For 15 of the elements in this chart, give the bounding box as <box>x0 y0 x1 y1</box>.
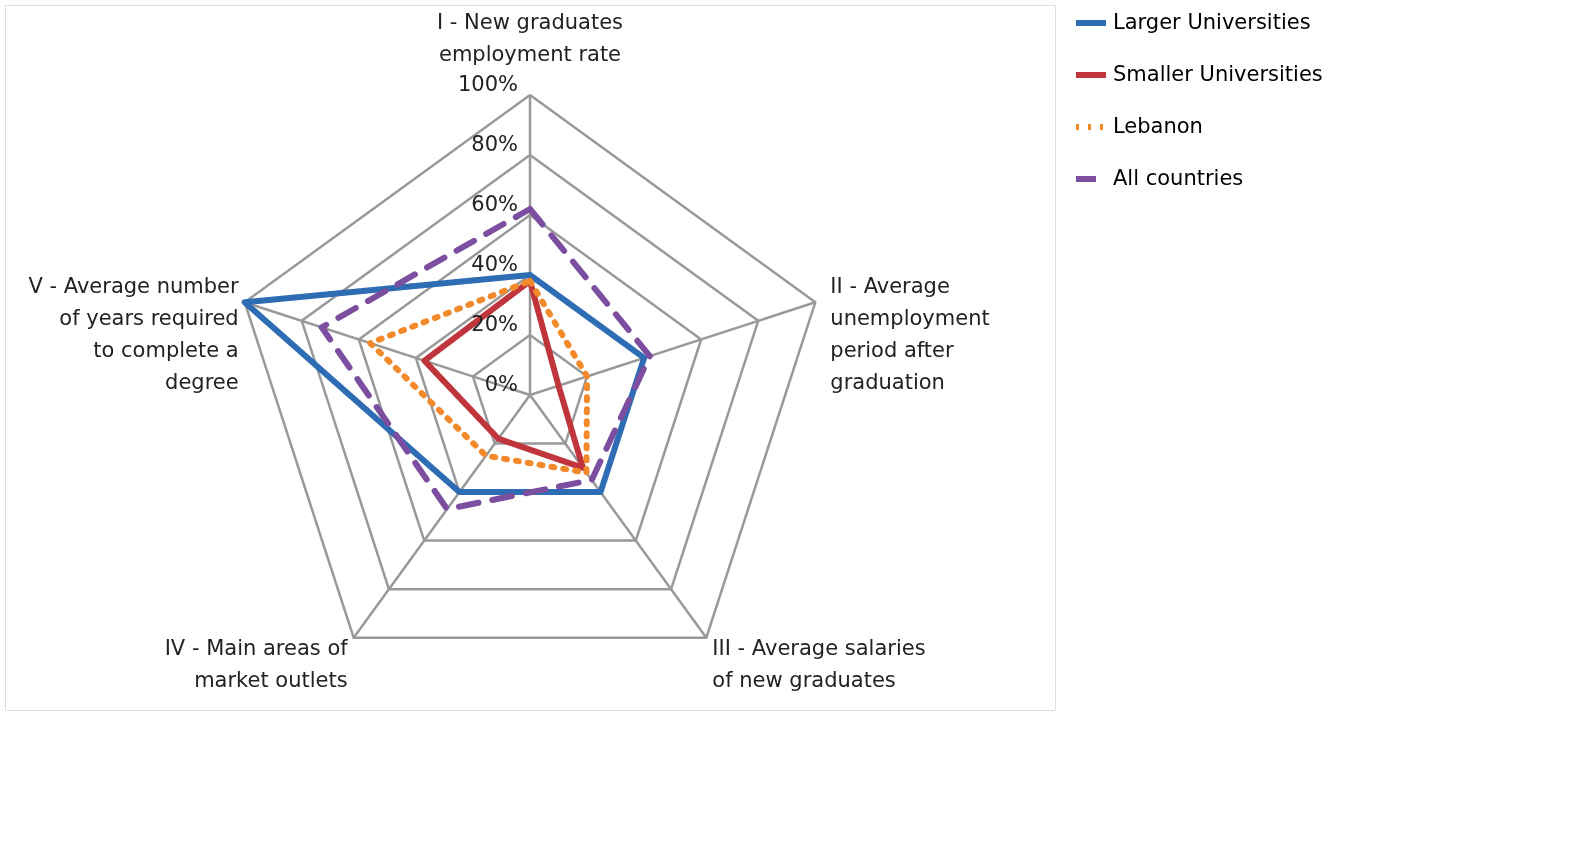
spoke-label: I - New graduates employment rate <box>436 10 624 66</box>
legend-label: Lebanon <box>1113 114 1203 138</box>
y-tick-label: 20% <box>471 311 518 336</box>
spoke-label: III - Average salaries of new graduates <box>712 635 926 692</box>
legend-label: All countries <box>1113 166 1244 190</box>
y-tick-label: 100% <box>457 71 518 96</box>
spoke-label: IV - Main areas of market outlets <box>164 635 349 692</box>
y-tick-label: 60% <box>471 191 518 216</box>
legend-label: Larger Universities <box>1113 10 1311 34</box>
y-tick-label: 80% <box>471 131 518 156</box>
y-tick-label: 0% <box>484 371 518 396</box>
spoke-label: II - Average unemployment period after graduation <box>830 274 990 395</box>
spoke-label: V - Average number of years required to complete a degree <box>28 274 240 395</box>
y-tick-label: 40% <box>471 251 518 276</box>
legend-label: Smaller Universities <box>1113 62 1323 86</box>
